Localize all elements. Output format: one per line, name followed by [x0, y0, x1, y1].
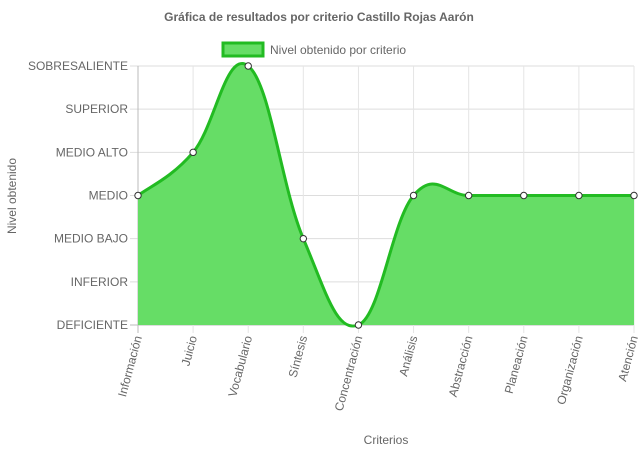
data-point[interactable]: [189, 148, 197, 157]
x-axis-title: Criterios: [364, 433, 409, 447]
y-tick-label: MEDIO ALTO: [56, 145, 128, 159]
y-tick-label: INFERIOR: [71, 275, 129, 289]
y-tick-label: MEDIO: [89, 189, 128, 203]
x-tick-label: Abstracción: [446, 334, 476, 398]
y-tick-label: MEDIO BAJO: [54, 232, 128, 246]
x-tick-label: Planeación: [502, 334, 531, 395]
chart-title: Gráfica de resultados por criterio Casti…: [164, 10, 474, 24]
y-tick-label: SOBRESALIENTE: [28, 59, 128, 73]
data-point[interactable]: [409, 191, 418, 200]
x-tick-label: Vocabulario: [225, 334, 255, 399]
x-tick-label: Juicio: [179, 334, 201, 368]
data-point[interactable]: [575, 191, 583, 200]
y-tick-label: DEFICIENTE: [57, 318, 128, 332]
series-area: [138, 63, 634, 327]
legend-label: Nivel obtenido por criterio: [270, 43, 406, 57]
data-point[interactable]: [464, 191, 473, 200]
data-points: [134, 62, 638, 329]
data-point[interactable]: [520, 191, 528, 200]
data-point[interactable]: [134, 191, 142, 200]
x-tick-label: Organización: [554, 334, 586, 406]
x-tick-label: Atención: [615, 334, 639, 383]
data-point[interactable]: [354, 321, 363, 329]
x-axis-ticks: Información Juicio Vocabulario Síntesis Conc…: [115, 334, 639, 413]
legend[interactable]: Nivel obtenido por criterio: [221, 41, 406, 58]
data-point[interactable]: [299, 234, 308, 243]
y-axis-title: Nivel obtenido: [5, 158, 19, 234]
x-tick-label: Concentración: [332, 334, 366, 412]
data-point[interactable]: [630, 191, 638, 200]
x-tick-label: Información: [115, 334, 145, 398]
data-point[interactable]: [244, 62, 252, 70]
x-tick-label: Síntesis: [286, 334, 311, 379]
y-tick-label: SUPERIOR: [65, 102, 128, 116]
x-tick-label: Análisis: [396, 334, 420, 378]
y-axis-ticks: DEFICIENTE INFERIOR MEDIO BAJO MEDIO MEDIO A…: [28, 59, 128, 332]
legend-swatch: [221, 41, 265, 58]
